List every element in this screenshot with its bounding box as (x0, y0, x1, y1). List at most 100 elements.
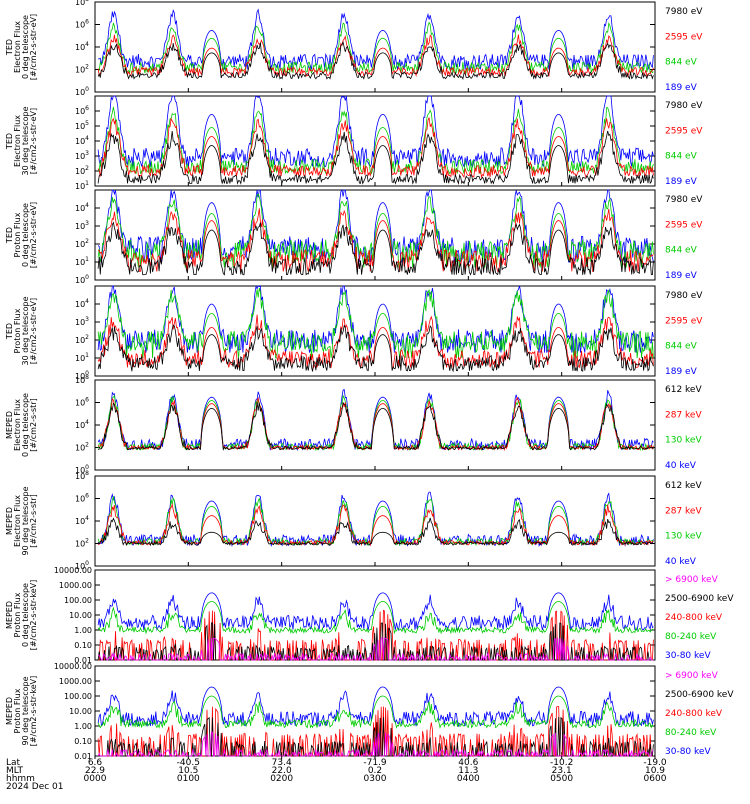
lat-value: -19.0 (643, 758, 667, 768)
y-tick-label: 103 (75, 150, 89, 161)
y-tick-label: 0.10 (74, 641, 92, 650)
series-trace (97, 287, 654, 359)
series-trace (97, 193, 654, 268)
legend-entry: 844 eV (665, 342, 698, 352)
y-axis-label: TED (5, 227, 14, 244)
legend-entry: 130 keV (665, 436, 702, 446)
series-trace (97, 394, 654, 452)
y-axis-label: [#/cm2-s-str-eV] (29, 298, 38, 364)
y-tick-label: 10000.00 (54, 662, 92, 671)
y-axis-label: Electron Flux (13, 21, 22, 73)
y-axis-label: Proton Flux (13, 212, 22, 257)
series-trace (97, 517, 654, 547)
time-axis-row-label: MLT (6, 766, 24, 776)
legend-entry: 2595 eV (665, 316, 703, 326)
y-tick-label: 10.00 (69, 707, 92, 716)
legend-entry: 40 keV (665, 557, 697, 567)
y-axis-label: Proton Flux (13, 688, 22, 733)
y-axis-label: [#/cm2-s-str] (29, 494, 38, 547)
mlt-value: 23.1 (552, 766, 572, 776)
lat-value: -10.2 (550, 758, 573, 768)
y-tick-label: 102 (75, 334, 89, 345)
y-tick-label: 103 (75, 220, 89, 231)
legend-entry: 844 eV (665, 58, 698, 68)
y-axis-label: 30 deg telescope (21, 296, 30, 365)
y-axis-label: TED (5, 39, 14, 56)
series-trace (98, 21, 654, 75)
legend-entry: 30-80 keV (665, 651, 711, 661)
legend-entry: 7980 eV (665, 291, 703, 301)
mlt-value: 0.2 (368, 766, 382, 776)
series-trace (97, 189, 654, 264)
legend-entry: 189 eV (665, 83, 698, 93)
lat-value: 40.6 (458, 758, 478, 768)
legend-entry: 612 keV (665, 481, 702, 491)
y-axis-label: [#/cm2-s-str-keV] (29, 580, 38, 651)
hhmm-value: 0200 (270, 774, 293, 784)
y-tick-label: 10000.00 (54, 566, 92, 575)
legend-entry: 612 keV (665, 385, 702, 395)
y-tick-label: 102 (75, 64, 89, 75)
series-trace (97, 324, 654, 373)
y-tick-label: 100 (75, 370, 89, 381)
y-axis-label: 0 deg telescope (21, 203, 30, 267)
legend-entry: 240-800 keV (665, 613, 723, 623)
y-axis-label: 0 deg telescope (21, 583, 30, 647)
time-axis-row-label: 2024 Dec 01 (6, 782, 64, 792)
series-trace (97, 731, 654, 758)
legend-entry: 80-240 keV (665, 632, 717, 642)
lat-value: 6.6 (88, 758, 103, 768)
y-tick-label: 104 (75, 135, 89, 146)
panel-5: 100 102 104 106 108 MEPED Electron Flux 0 deg t… (5, 374, 702, 475)
lat-value: -40.5 (177, 758, 200, 768)
y-tick-label: 10.00 (69, 611, 92, 620)
series-trace (97, 106, 654, 175)
panel-2: 101 102 103 104 105 106 TED Electron Flux 30 deg… (5, 95, 703, 191)
series-trace (97, 601, 654, 635)
y-tick-label: 102 (75, 538, 89, 549)
y-tick-label: 0.10 (74, 737, 92, 746)
series-trace (97, 34, 654, 78)
y-tick-label: 106 (75, 397, 89, 408)
y-tick-label: 105 (75, 120, 89, 131)
panel-4: 100 101 102 103 104 TED Proton Flux 30 deg tele… (5, 285, 703, 381)
y-tick-label: 100 (75, 464, 89, 475)
y-axis-label: MEPED (5, 411, 14, 439)
legend-entry: 30-80 keV (665, 747, 711, 757)
y-axis-label: Electron Flux (13, 399, 22, 451)
y-axis-label: 90 deg telescope (21, 486, 30, 555)
panel-7: 0.01 0.10 1.00 10.00 100.00 1000.00 10000.00 ME… (5, 566, 734, 665)
y-tick-label: 102 (75, 165, 89, 176)
legend-entry: 2500-6900 keV (665, 690, 734, 700)
y-tick-label: 106 (75, 105, 89, 116)
legend-entry: 240-800 keV (665, 709, 723, 719)
legend-entry: 7980 eV (665, 7, 703, 17)
y-tick-label: 102 (75, 442, 89, 453)
hhmm-value: 0600 (644, 774, 667, 784)
legend-entry: 40 keV (665, 461, 697, 471)
series-trace (97, 491, 654, 548)
y-axis-label: Electron Flux (13, 495, 22, 547)
panel-3: 100 101 102 103 104 TED Proton Flux 0 deg teles… (5, 189, 703, 285)
y-axis-label: Electron Flux (13, 115, 22, 167)
series-trace (97, 208, 654, 272)
y-tick-label: 101 (75, 180, 89, 191)
mlt-value: 22.9 (85, 766, 105, 776)
legend-entry: 189 eV (665, 271, 698, 281)
hhmm-value: 0100 (177, 774, 200, 784)
legend-entry: > 6900 keV (665, 671, 719, 681)
y-tick-label: 103 (75, 316, 89, 327)
series-trace (97, 401, 654, 451)
y-axis-label: [#/cm2-s-str-eV] (29, 108, 38, 174)
series-trace (98, 637, 654, 662)
series-trace (97, 40, 654, 80)
y-axis-label: 0 deg telescope (21, 15, 30, 79)
hhmm-value: 0300 (364, 774, 387, 784)
mlt-value: 11.3 (458, 766, 478, 776)
y-tick-label: 100.00 (64, 692, 92, 701)
y-axis-label: [#/cm2-s-str] (29, 398, 38, 451)
y-tick-label: 108 (75, 374, 89, 385)
series-trace (97, 95, 654, 168)
